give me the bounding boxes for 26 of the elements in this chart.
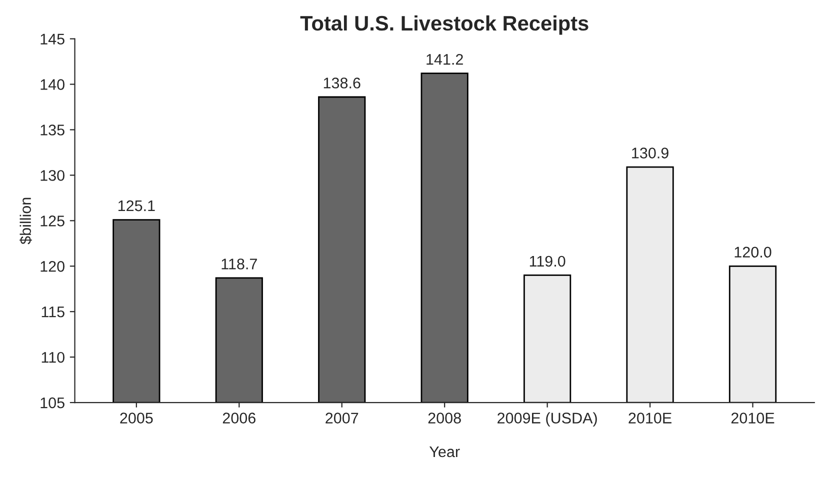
y-tick-label: 125 [40,216,64,226]
data-label: 120.0 [734,246,772,258]
y-tick-label: 145 [40,34,64,44]
x-tick-label: 2006 [222,412,256,424]
data-label: 130.9 [632,148,668,158]
y-tick-label: 140 [40,79,64,90]
x-tick-label: 2009E (USDA) [498,412,597,427]
data-label: 141.2 [426,54,463,65]
chart-title: Total U.S. Livestock Receipts [300,15,588,35]
x-tick-label: 2010E [628,412,672,424]
y-axis-title: $billion [20,198,32,244]
data-label: 119.0 [530,256,566,267]
x-tick-label: 2010E [731,412,774,424]
y-tick-label: 120 [40,261,64,272]
x-tick-label: 2008 [428,412,461,424]
data-label: 138.6 [324,78,360,88]
x-axis-title: Year [429,446,460,458]
data-label: 125.1 [118,200,155,212]
x-tick-label: 2005 [120,412,153,424]
y-tick-label: 115 [42,306,64,318]
data-label: 118.7 [222,258,257,270]
y-tick-label: 105 [40,397,64,408]
x-tick-label: 2007 [326,412,358,424]
y-tick-label: 130 [40,170,64,181]
y-tick-label: 135 [40,124,64,136]
y-tick-label: 110 [42,352,64,363]
